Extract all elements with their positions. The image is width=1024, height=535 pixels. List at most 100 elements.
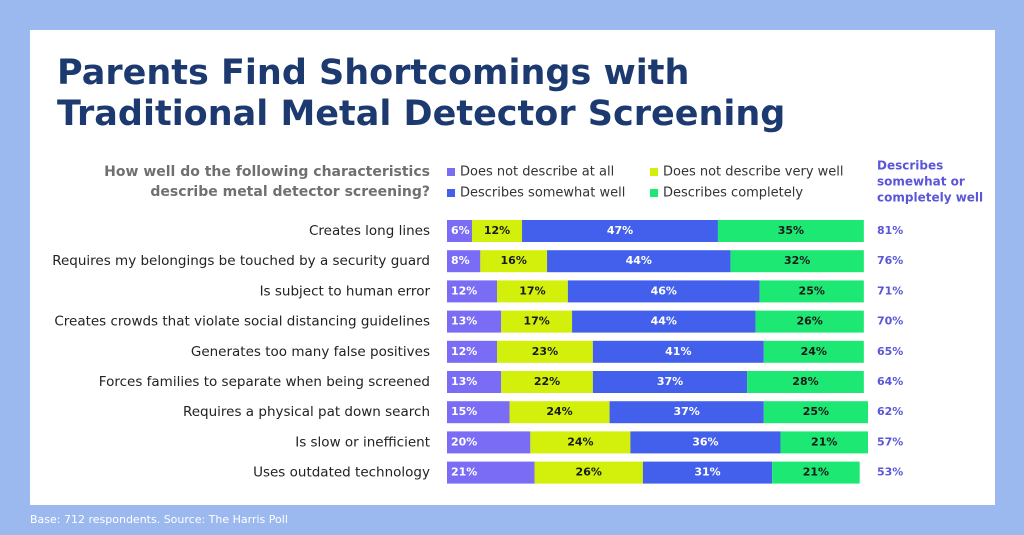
value-label: 8% xyxy=(451,254,470,267)
legend-label: Describes completely xyxy=(663,186,803,201)
net-label: 62% xyxy=(877,405,903,418)
bar-segment xyxy=(447,340,498,363)
bar-segment xyxy=(447,371,502,393)
category-label: Requires a physical pat down search xyxy=(183,404,430,420)
value-label: 26% xyxy=(576,466,602,479)
category-label: Is slow or inefficient xyxy=(295,434,430,450)
bar-segment xyxy=(642,461,773,484)
net-header: completely well xyxy=(877,191,983,205)
bar-segment xyxy=(547,250,731,273)
value-label: 44% xyxy=(626,254,652,267)
value-label: 47% xyxy=(607,224,633,237)
bar-segment xyxy=(763,401,868,424)
value-label: 22% xyxy=(534,375,560,388)
bar-segment xyxy=(472,220,523,242)
chart-title: Parents Find Shortcomings with xyxy=(57,53,689,93)
bar-segment xyxy=(763,340,864,363)
bar-segment xyxy=(730,250,864,273)
bar-segment xyxy=(447,310,502,333)
bar-segment xyxy=(522,220,718,242)
net-label: 71% xyxy=(877,284,903,297)
legend-swatch xyxy=(650,189,658,197)
footnote: Base: 712 respondents. Source: The Harri… xyxy=(30,513,288,526)
bar-segment xyxy=(501,310,573,333)
value-label: 21% xyxy=(811,435,837,448)
bar-segment xyxy=(592,340,764,363)
bar-segment xyxy=(447,250,481,273)
value-label: 20% xyxy=(451,435,477,448)
value-label: 46% xyxy=(651,284,677,297)
bar-segment xyxy=(534,461,643,484)
value-label: 25% xyxy=(803,405,829,418)
bar-segment xyxy=(447,220,473,242)
question: describe metal detector screening? xyxy=(150,184,430,200)
value-label: 35% xyxy=(778,224,804,237)
value-label: 28% xyxy=(792,375,818,388)
category-label: Generates too many false positives xyxy=(191,344,430,360)
bar-segment xyxy=(572,310,756,333)
net-label: 76% xyxy=(877,254,903,267)
legend-swatch xyxy=(447,189,455,197)
bar-segment xyxy=(447,431,531,454)
bar-segment xyxy=(567,280,760,303)
question: How well do the following characteristic… xyxy=(104,164,430,180)
bar-segment xyxy=(480,250,548,273)
value-label: 15% xyxy=(451,405,477,418)
bar-segment xyxy=(780,431,868,454)
value-label: 26% xyxy=(796,315,822,328)
value-label: 24% xyxy=(546,405,572,418)
value-label: 12% xyxy=(451,345,477,358)
bar-segment xyxy=(497,340,593,363)
bar-segment xyxy=(772,461,860,484)
net-label: 81% xyxy=(877,224,903,237)
net-label: 53% xyxy=(877,466,903,479)
value-label: 23% xyxy=(532,345,558,358)
bar-segment xyxy=(501,371,593,393)
value-label: 41% xyxy=(665,345,691,358)
legend-swatch xyxy=(650,168,658,176)
net-header: somewhat or xyxy=(877,175,965,189)
value-label: 12% xyxy=(484,224,510,237)
value-label: 21% xyxy=(451,466,477,479)
bar-segment xyxy=(497,280,568,303)
net-label: 64% xyxy=(877,375,903,388)
value-label: 24% xyxy=(801,345,827,358)
bar-segment xyxy=(717,220,864,242)
value-label: 12% xyxy=(451,284,477,297)
legend-label: Does not describe very well xyxy=(663,165,844,180)
net-label: 65% xyxy=(877,345,903,358)
bar-segment xyxy=(747,371,864,393)
bar-segment xyxy=(592,371,748,393)
value-label: 25% xyxy=(799,284,825,297)
value-label: 36% xyxy=(692,435,718,448)
legend-label: Describes somewhat well xyxy=(460,186,625,201)
value-label: 24% xyxy=(567,435,593,448)
value-label: 37% xyxy=(657,375,683,388)
value-label: 17% xyxy=(523,315,549,328)
value-label: 6% xyxy=(451,224,470,237)
value-label: 21% xyxy=(803,466,829,479)
value-label: 37% xyxy=(674,405,700,418)
category-label: Requires my belongings be touched by a s… xyxy=(52,253,430,269)
bar-segment xyxy=(755,310,864,333)
value-label: 32% xyxy=(784,254,810,267)
category-label: Uses outdated technology xyxy=(253,465,430,481)
bar-segment xyxy=(609,401,764,424)
chart-title: Traditional Metal Detector Screening xyxy=(57,94,785,134)
category-label: Creates long lines xyxy=(309,223,430,239)
net-label: 57% xyxy=(877,435,903,448)
category-label: Forces families to separate when being s… xyxy=(99,374,430,390)
category-label: Creates crowds that violate social dista… xyxy=(54,314,430,330)
value-label: 44% xyxy=(651,315,677,328)
legend-label: Does not describe at all xyxy=(460,165,614,180)
value-label: 13% xyxy=(451,315,477,328)
bar-segment xyxy=(530,431,631,454)
value-label: 16% xyxy=(501,254,527,267)
value-label: 17% xyxy=(519,284,545,297)
value-label: 13% xyxy=(451,375,477,388)
bar-segment xyxy=(447,280,498,303)
bar-segment xyxy=(759,280,864,303)
value-label: 31% xyxy=(694,466,720,479)
bar-segment xyxy=(509,401,610,424)
